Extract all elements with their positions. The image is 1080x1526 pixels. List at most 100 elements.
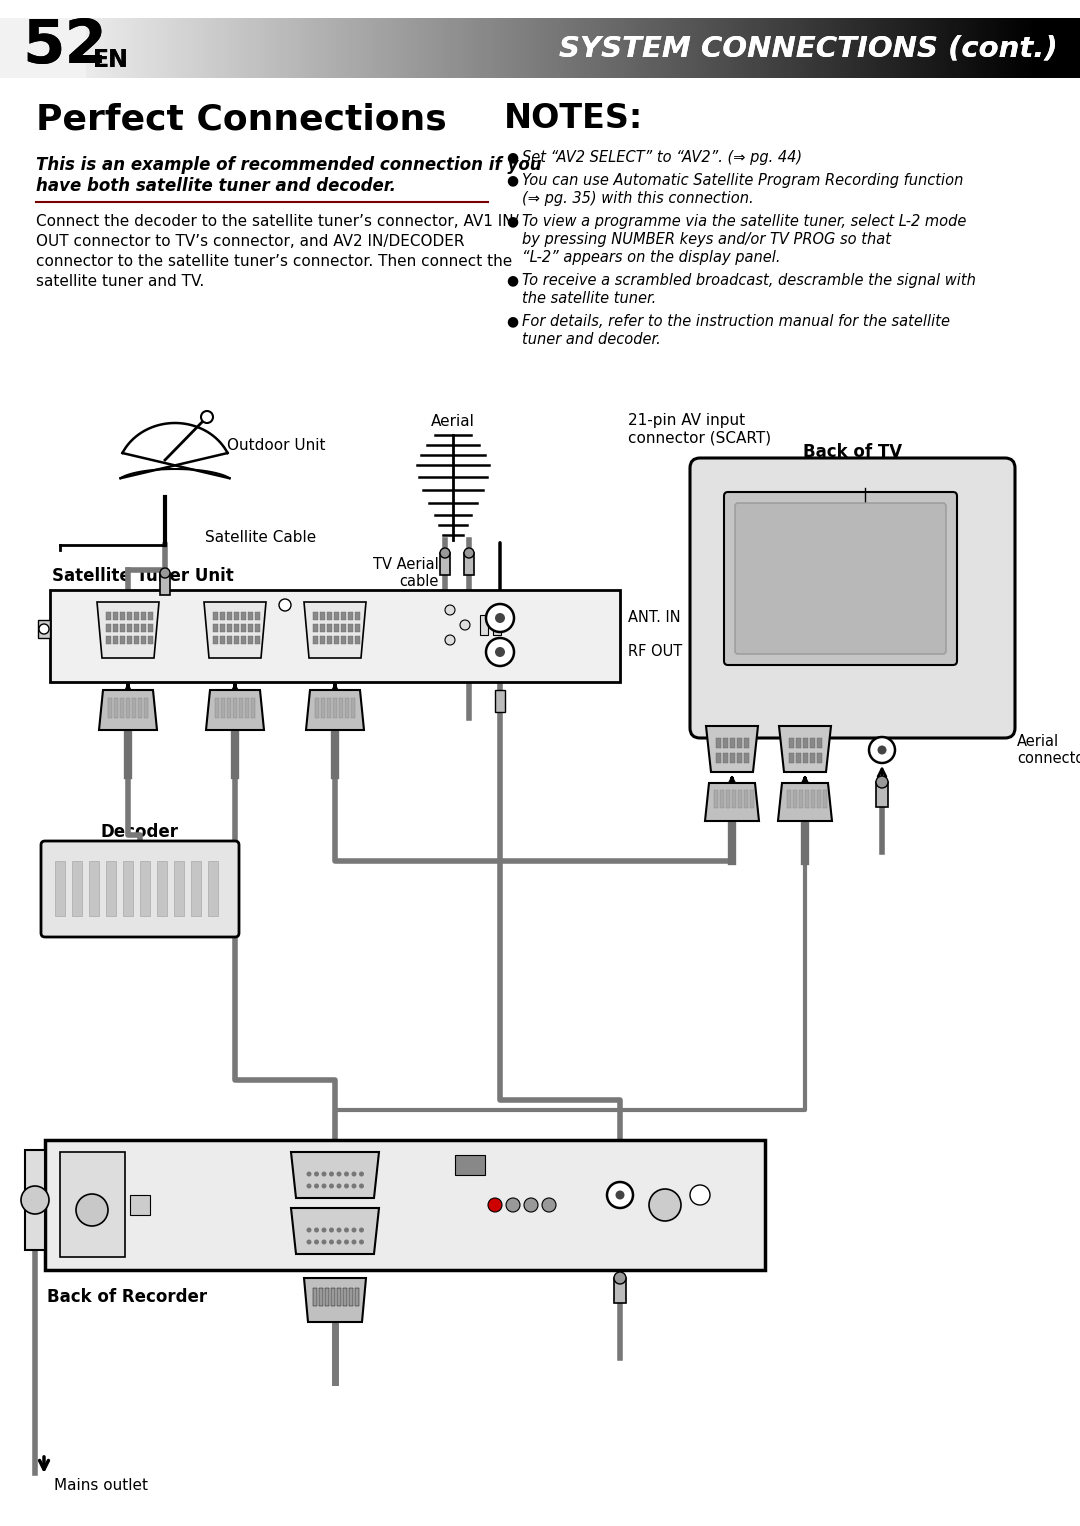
Bar [1040,18,1045,78]
Circle shape [329,1239,334,1245]
Bar [54,18,58,78]
Bar [248,624,253,632]
Bar [810,18,814,78]
Bar [554,18,559,78]
Bar [856,18,862,78]
Bar [198,18,203,78]
Circle shape [21,1186,49,1215]
Bar [151,18,156,78]
Circle shape [351,1172,356,1177]
Bar [591,18,595,78]
Bar [46,18,52,78]
Text: You can use Automatic Satellite Program Recording function: You can use Automatic Satellite Program … [522,172,963,188]
Bar [364,18,368,78]
Bar [572,18,577,78]
Bar [929,18,933,78]
Bar [1069,18,1074,78]
Bar [950,18,955,78]
Bar [767,18,771,78]
Bar [645,18,649,78]
Text: satellite tuner and TV.: satellite tuner and TV. [36,275,204,288]
Bar [472,18,476,78]
Bar [144,697,148,719]
Bar [440,18,444,78]
Bar [62,18,66,78]
Bar [572,18,577,78]
Bar [605,18,609,78]
Text: COMP: COMP [130,1189,150,1195]
Bar [853,18,858,78]
Bar [637,18,642,78]
Bar [969,18,973,78]
Bar [626,18,631,78]
Text: Satellite Cable: Satellite Cable [205,530,316,545]
Bar [738,18,743,78]
Circle shape [345,1227,349,1233]
Bar [915,18,919,78]
Bar [400,18,404,78]
Bar [835,18,840,78]
Bar [248,612,253,620]
Bar [140,18,145,78]
Bar [680,18,685,78]
Text: S OUT: S OUT [78,1170,106,1180]
Circle shape [314,1239,319,1245]
Circle shape [460,620,470,630]
Bar [83,18,87,78]
Bar [29,18,33,78]
Bar [943,18,948,78]
Bar [140,18,145,78]
Text: have both satellite tuner and decoder.: have both satellite tuner and decoder. [36,177,396,195]
Bar [694,18,700,78]
Bar [810,18,814,78]
Bar [180,18,185,78]
Text: EN: EN [93,47,129,72]
Bar [245,697,249,719]
Bar [113,612,118,620]
Bar [137,18,141,78]
Bar [208,18,214,78]
Bar [630,18,635,78]
Bar [818,18,822,78]
Bar [97,18,102,78]
Bar [864,18,868,78]
Bar [219,18,225,78]
Bar [455,1155,485,1175]
Text: Aerial
connector: Aerial connector [1017,734,1080,766]
Circle shape [524,1198,538,1212]
Bar [921,18,927,78]
Bar [208,18,214,78]
Bar [839,18,843,78]
Bar [932,18,937,78]
Bar [882,18,887,78]
Bar [224,18,228,78]
Bar [205,18,210,78]
Bar [108,697,112,719]
Bar [378,18,382,78]
Bar [141,636,146,644]
Bar [259,18,264,78]
Bar [738,18,743,78]
Bar [745,18,750,78]
Bar [915,18,919,78]
Bar [348,636,353,644]
Circle shape [359,1239,364,1245]
Bar [454,18,458,78]
Bar [781,18,786,78]
Bar [319,1288,323,1306]
Bar [403,18,408,78]
Bar [270,18,274,78]
Text: Back of Recorder: Back of Recorder [48,1288,207,1306]
Bar [154,18,160,78]
Bar [623,18,627,78]
Bar [79,18,84,78]
Bar [389,18,393,78]
Polygon shape [303,1277,366,1322]
Text: To receive a scrambled broadcast, descramble the signal with: To receive a scrambled broadcast, descra… [522,273,976,288]
Bar [846,18,851,78]
Text: 21-pin AV input
connector (SCART): 21-pin AV input connector (SCART) [627,414,771,446]
Bar [25,1151,45,1250]
Bar [239,697,243,719]
Bar [872,18,876,78]
Bar [569,18,573,78]
